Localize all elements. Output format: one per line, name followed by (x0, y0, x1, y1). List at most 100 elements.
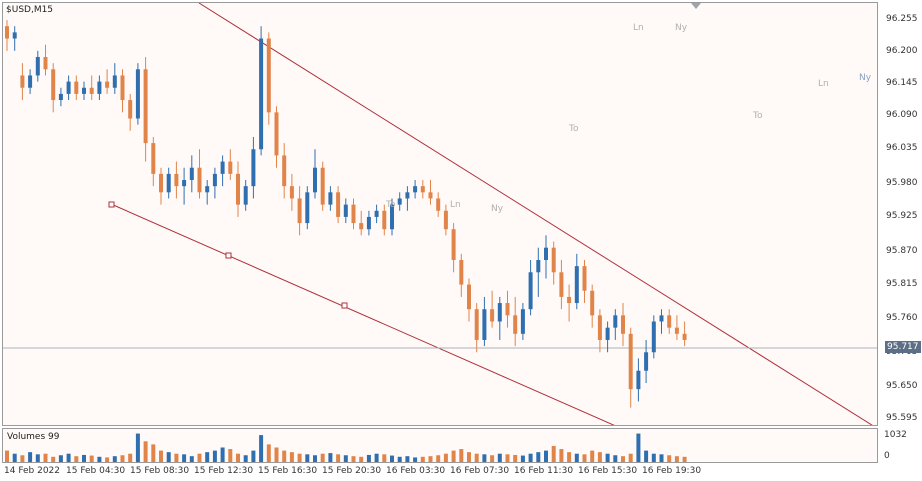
price-chart-canvas (3, 3, 877, 426)
candle-body (43, 56, 48, 70)
candle-body (105, 81, 110, 88)
volume-bar (220, 447, 225, 462)
volume-bar (343, 455, 348, 462)
price-tick-label: 96.255 (886, 14, 918, 24)
candle-body (574, 266, 579, 304)
candle-body (35, 56, 40, 76)
candle-body (266, 38, 271, 113)
candle-body (351, 204, 356, 224)
candle-body (467, 284, 471, 310)
candle-body (451, 229, 456, 260)
price-axis[interactable]: 96.255 96.200 96.145 96.090 96.035 95.98… (879, 0, 922, 428)
candle-body (551, 247, 556, 273)
volume-bar (597, 452, 602, 462)
candle-body (89, 87, 94, 94)
candle-body (366, 216, 371, 230)
candle-body (374, 210, 379, 217)
scroll-marker-icon[interactable] (691, 3, 701, 9)
price-chart-pane[interactable]: $USD,M15 Ln Ny Ln Ny To To To Ln Ny (2, 2, 878, 426)
candle-body (20, 75, 25, 88)
volume-bar (166, 452, 171, 462)
session-marker: To (753, 111, 763, 121)
volume-bar (490, 455, 495, 462)
candle-body (459, 259, 464, 285)
volume-bar (644, 450, 649, 462)
volume-bar (382, 454, 387, 462)
candle-body (151, 143, 156, 174)
price-tick-label: 96.035 (886, 143, 918, 153)
channel-anchor-point[interactable] (341, 302, 348, 309)
volume-bar (351, 456, 356, 462)
channel-anchor-point[interactable] (108, 201, 115, 208)
candle-body (197, 167, 202, 193)
candle-body (497, 303, 502, 322)
session-marker: To (569, 124, 579, 134)
candle-body (390, 204, 394, 230)
candles-group (5, 20, 687, 408)
channel-upper-line[interactable] (198, 3, 875, 426)
volume-max-label: 1032 (884, 430, 907, 440)
volume-pane[interactable]: Volumes 99 (2, 428, 878, 463)
candle-body (5, 26, 9, 39)
candle-body (297, 198, 302, 224)
candle-body (544, 247, 548, 260)
volume-bar (159, 450, 163, 462)
candle-body (12, 32, 17, 39)
candle-body (636, 370, 641, 390)
time-tick-label: 14 Feb 2022 (4, 466, 61, 476)
candle-body (597, 315, 602, 340)
time-tick-label: 16 Feb 03:30 (386, 466, 446, 476)
candle-body (405, 192, 410, 199)
candle-body (667, 315, 672, 328)
candle-body (182, 180, 187, 187)
volume-bar (559, 449, 564, 462)
time-tick-label: 15 Feb 04:30 (66, 466, 126, 476)
candle-body (628, 333, 633, 390)
candle-body (189, 167, 194, 181)
volume-bar (112, 456, 117, 462)
channel-anchor-point[interactable] (225, 252, 232, 259)
volume-bar (66, 453, 71, 462)
price-tick-label: 95.980 (886, 178, 918, 188)
candle-body (413, 186, 418, 193)
volume-bar (97, 456, 102, 462)
channel-lower-line[interactable] (110, 203, 618, 426)
candle-body (174, 173, 179, 187)
candle-body (97, 81, 102, 94)
candle-body (159, 173, 163, 193)
candle-body (428, 192, 433, 199)
candle-body (212, 173, 217, 187)
candle-body (505, 303, 510, 316)
time-tick-label: 15 Feb 08:30 (130, 466, 190, 476)
candle-body (166, 173, 171, 193)
candle-body (82, 87, 86, 94)
volume-bar (274, 447, 279, 462)
time-axis[interactable]: 14 Feb 2022 15 Feb 04:30 15 Feb 08:30 15… (0, 463, 880, 481)
candle-body (305, 192, 310, 224)
volume-bar (474, 453, 479, 462)
volume-bar (35, 454, 40, 462)
session-marker: Ny (491, 204, 504, 214)
volume-bar (320, 453, 325, 462)
volume-bar (567, 452, 572, 462)
volume-bar (405, 456, 410, 462)
price-tick-label: 95.815 (886, 279, 918, 289)
volume-bar (574, 453, 579, 462)
volume-bar (82, 454, 86, 462)
volume-bar (467, 452, 471, 462)
candle-body (282, 155, 287, 187)
price-tick-label: 96.200 (886, 46, 918, 56)
candle-body (336, 192, 341, 217)
volume-bar (51, 456, 56, 462)
volume-bar (413, 457, 418, 462)
price-tick-label: 96.145 (886, 78, 918, 88)
candle-body (644, 352, 649, 371)
candle-body (397, 198, 402, 205)
volume-bar (197, 453, 202, 462)
candle-body (135, 69, 140, 119)
volume-bar (590, 450, 595, 462)
volume-bar (528, 453, 533, 462)
volume-bar (297, 453, 302, 462)
volume-bar (28, 452, 33, 462)
candle-body (490, 309, 495, 322)
